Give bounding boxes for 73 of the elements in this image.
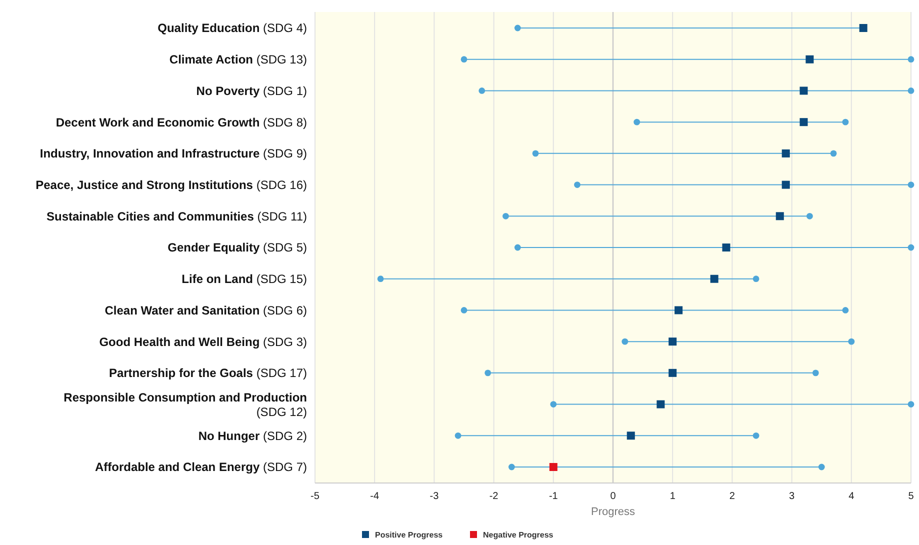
point bbox=[668, 338, 677, 346]
point bbox=[514, 244, 521, 251]
point bbox=[812, 370, 819, 376]
x-tick-label: -1 bbox=[548, 491, 558, 502]
x-tick-label: 3 bbox=[789, 491, 796, 502]
point bbox=[806, 55, 814, 64]
point bbox=[656, 400, 665, 408]
point bbox=[574, 182, 580, 188]
point bbox=[908, 88, 914, 94]
y-tick-label: Decent Work and Economic Growth (SDG 8) bbox=[56, 115, 307, 130]
point bbox=[752, 432, 760, 439]
point bbox=[800, 86, 808, 95]
y-tick-label: No Poverty (SDG 1) bbox=[196, 84, 307, 98]
point bbox=[668, 368, 677, 377]
point bbox=[818, 464, 825, 470]
point bbox=[800, 118, 808, 126]
point bbox=[752, 276, 760, 282]
y-tick-label: Gender Equality (SDG 5) bbox=[168, 240, 307, 255]
point bbox=[550, 401, 557, 408]
y-tick-label: Clean Water and Sanitation (SDG 6) bbox=[104, 303, 307, 318]
x-tick-label: 2 bbox=[729, 491, 736, 502]
y-tick-label: Industry, Innovation and Infrastructure (SDG 9) bbox=[40, 146, 307, 161]
point bbox=[377, 276, 384, 282]
point bbox=[634, 118, 640, 126]
point bbox=[908, 401, 914, 408]
x-tick-label: -2 bbox=[489, 491, 499, 502]
point bbox=[549, 463, 558, 471]
x-tick-label: 1 bbox=[670, 491, 676, 502]
point bbox=[622, 338, 628, 345]
legend-label: Negative Progress bbox=[483, 530, 554, 540]
point bbox=[859, 24, 868, 32]
point bbox=[626, 432, 635, 440]
point bbox=[478, 88, 486, 94]
point bbox=[532, 150, 539, 157]
point bbox=[710, 274, 718, 283]
y-tick-label: No Hunger (SDG 2) bbox=[198, 428, 307, 443]
point bbox=[782, 149, 790, 158]
point bbox=[830, 150, 837, 157]
point bbox=[674, 306, 683, 314]
point bbox=[908, 244, 914, 251]
point bbox=[722, 244, 730, 252]
y-tick-label: Responsible Consumption and Production (SDG 12) bbox=[64, 390, 307, 419]
point bbox=[484, 370, 492, 376]
point bbox=[514, 24, 521, 32]
x-tick-label: 4 bbox=[848, 491, 855, 502]
y-tick-label: Partnership for the Goals (SDG 17) bbox=[108, 366, 307, 380]
point bbox=[782, 180, 790, 189]
x-tick-label: 0 bbox=[610, 491, 616, 502]
point bbox=[908, 182, 914, 188]
point bbox=[508, 464, 515, 470]
x-axis-title: Progress bbox=[590, 506, 636, 518]
point bbox=[502, 212, 509, 220]
y-tick-label: Life on Land (SDG 15) bbox=[182, 272, 307, 286]
y-tick-label: Quality Education (SDG 4) bbox=[158, 21, 307, 36]
point bbox=[842, 307, 849, 314]
y-tick-label: Climate Action (SDG 13) bbox=[169, 52, 307, 67]
point bbox=[908, 56, 914, 63]
x-tick-label: -5 bbox=[310, 491, 320, 502]
x-tick-label: -3 bbox=[430, 491, 440, 502]
x-tick-label: -4 bbox=[370, 491, 380, 502]
x-tick-label: 5 bbox=[908, 491, 914, 502]
y-tick-label: Sustainable Cities and Communities (SDG 11) bbox=[46, 209, 307, 224]
point bbox=[806, 212, 813, 220]
point bbox=[454, 432, 462, 439]
point bbox=[848, 338, 855, 345]
legend-label: Positive Progress bbox=[375, 530, 444, 540]
point bbox=[460, 56, 468, 63]
point bbox=[776, 212, 784, 220]
y-tick-label: Good Health and Well Being (SDG 3) bbox=[99, 334, 307, 349]
y-tick-label: Affordable and Clean Energy (SDG 7) bbox=[94, 460, 307, 474]
point bbox=[842, 118, 849, 126]
y-tick-label: Peace, Justice and Strong Institutions (SDG 16) bbox=[36, 178, 307, 192]
point bbox=[460, 307, 468, 314]
